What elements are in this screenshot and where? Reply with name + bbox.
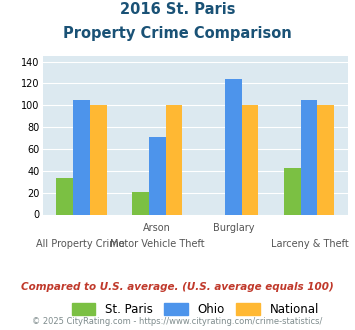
Text: 2016 St. Paris: 2016 St. Paris <box>120 2 235 16</box>
Text: Larceny & Theft: Larceny & Theft <box>271 239 349 249</box>
Text: Property Crime Comparison: Property Crime Comparison <box>63 26 292 41</box>
Bar <box>166 105 182 214</box>
Bar <box>90 105 106 214</box>
Text: © 2025 CityRating.com - https://www.cityrating.com/crime-statistics/: © 2025 CityRating.com - https://www.city… <box>32 317 323 326</box>
Text: All Property Crime: All Property Crime <box>36 239 125 249</box>
Bar <box>225 79 241 214</box>
Legend: St. Paris, Ohio, National: St. Paris, Ohio, National <box>72 303 319 316</box>
Text: Arson: Arson <box>143 223 171 233</box>
Bar <box>56 179 73 214</box>
Bar <box>317 105 334 214</box>
Bar <box>149 137 166 214</box>
Bar <box>284 168 301 215</box>
Text: Motor Vehicle Theft: Motor Vehicle Theft <box>110 239 204 249</box>
Bar <box>301 100 317 214</box>
Bar <box>132 191 149 214</box>
Bar <box>241 105 258 214</box>
Bar <box>73 100 90 214</box>
Text: Burglary: Burglary <box>213 223 254 233</box>
Text: Compared to U.S. average. (U.S. average equals 100): Compared to U.S. average. (U.S. average … <box>21 282 334 292</box>
